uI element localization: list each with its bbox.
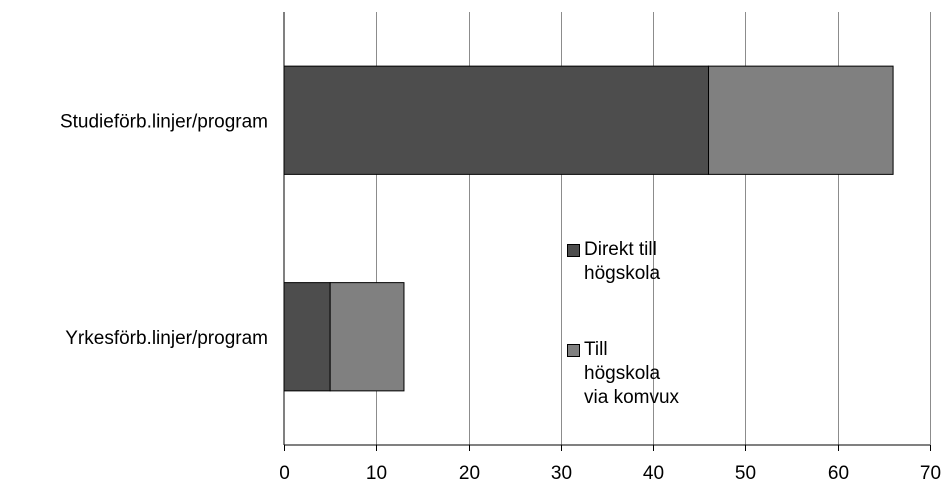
legend-line: Till — [584, 339, 608, 360]
bars — [283, 65, 894, 392]
x-tick-label: 60 — [828, 463, 849, 484]
x-tick-label: 20 — [459, 463, 480, 484]
legend-line: högskola — [584, 363, 661, 384]
bar-segment-komvux — [329, 282, 405, 392]
x-axis-ticks: 0 10 20 30 40 50 60 70 — [279, 445, 941, 484]
legend-line: Direkt till — [584, 239, 657, 260]
bar-segment-komvux — [708, 65, 894, 175]
category-label: Studieförb.linjer/program — [60, 111, 268, 132]
legend-swatch-komvux — [567, 344, 580, 357]
x-tick-label: 70 — [920, 463, 941, 484]
bar-segment-direkt — [283, 65, 710, 175]
x-tick-label: 30 — [551, 463, 572, 484]
legend-line: högskola — [584, 263, 661, 284]
legend-label-komvux: Till högskola via komvux — [584, 338, 724, 410]
y-axis-categories: Studieförb.linjer/program Yrkesförb.linje… — [60, 111, 268, 349]
axes — [283, 12, 930, 446]
legend-label-direkt: Direkt till högskola — [584, 238, 724, 286]
x-tick-label: 50 — [735, 463, 756, 484]
category-label: Yrkesförb.linjer/program — [65, 328, 268, 349]
legend-swatch-direkt — [567, 244, 580, 257]
bar-segment-direkt — [283, 282, 331, 392]
x-tick-label: 0 — [279, 463, 290, 484]
x-tick-label: 40 — [643, 463, 664, 484]
legend-line: via komvux — [584, 387, 680, 408]
x-tick-label: 10 — [366, 463, 387, 484]
